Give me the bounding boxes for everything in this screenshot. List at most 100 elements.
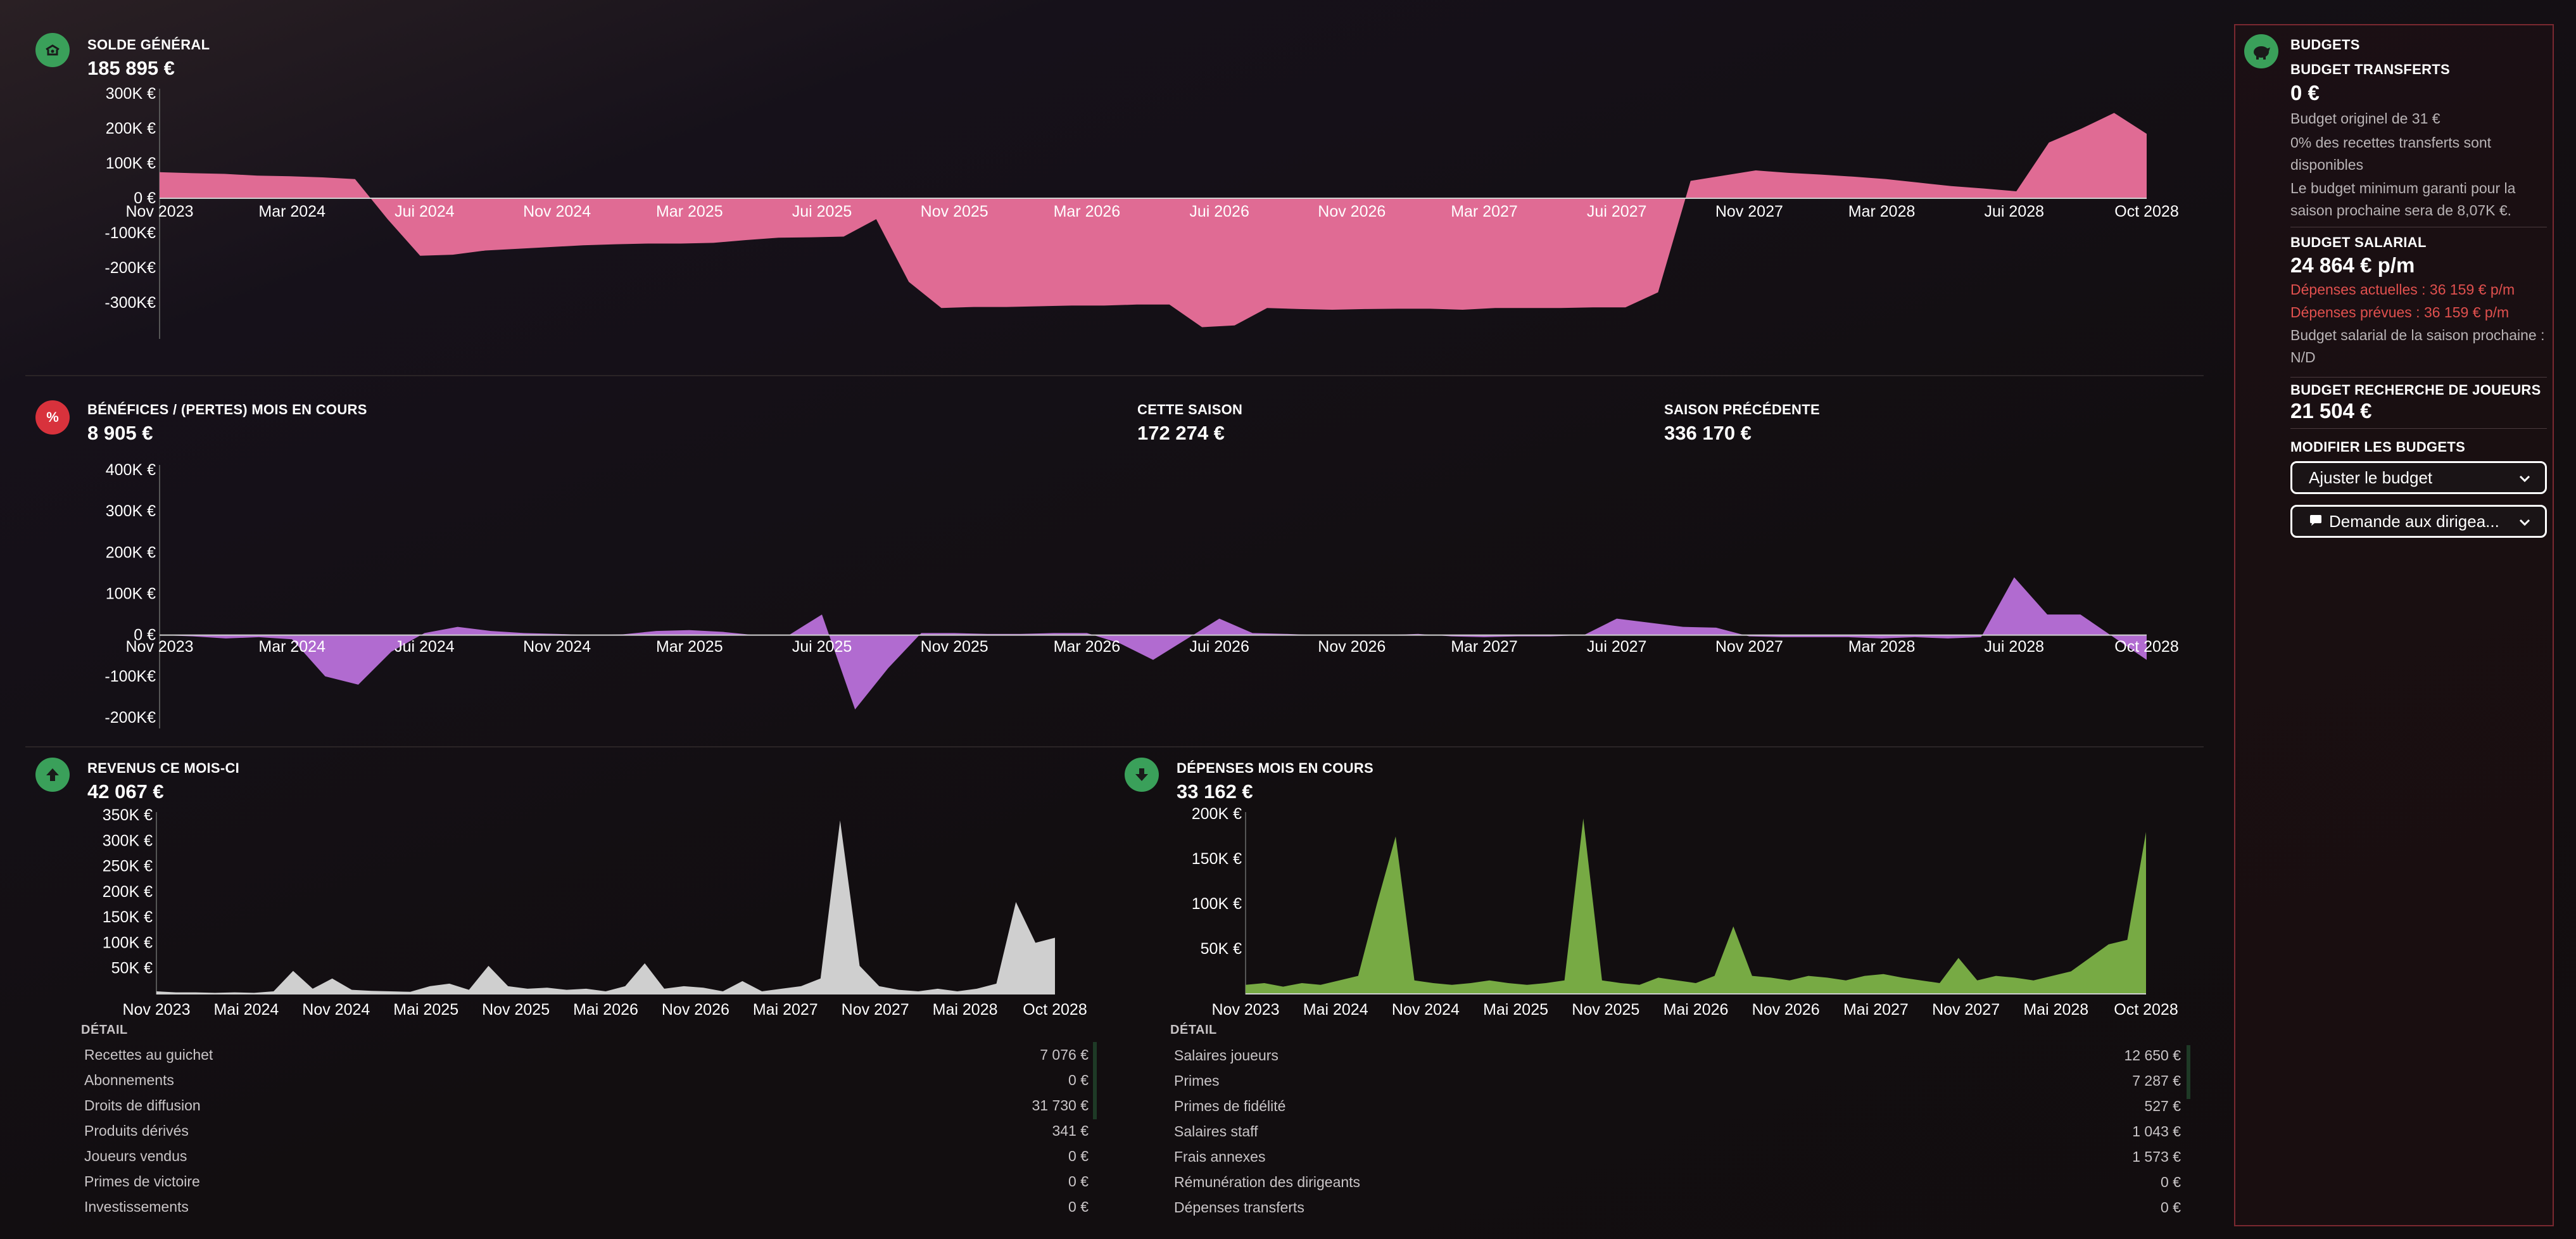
detail-row: Joueurs vendus 0 €	[84, 1143, 1089, 1169]
x-tick-label: Mar 2025	[656, 638, 723, 656]
chevron-down-icon	[2518, 468, 2531, 488]
x-tick-label: Mai 2028	[2023, 1001, 2088, 1019]
salary-budget-title: BUDGET SALARIAL	[2290, 234, 2427, 250]
arrow-up-icon	[35, 758, 70, 792]
y-tick-label: 100K €	[106, 155, 156, 172]
detail-value: 0 €	[2161, 1173, 2181, 1190]
salary-planned-expenses: Dépenses prévues : 36 159 € p/m	[2290, 304, 2510, 321]
x-tick-label: Jui 2025	[792, 203, 852, 220]
x-tick-label: Jui 2027	[1587, 203, 1647, 220]
x-tick-label: Mar 2028	[1848, 638, 1916, 656]
series-area	[160, 113, 2147, 327]
series-area	[156, 820, 1055, 994]
y-tick-label: 100K €	[1192, 895, 1242, 913]
budgets-title: BUDGETS	[2290, 37, 2360, 53]
x-tick-label: Mar 2025	[656, 203, 723, 220]
y-tick-label: -200K€	[104, 259, 156, 277]
x-tick-label: Jui 2024	[395, 203, 455, 220]
expenses-value: 33 162 €	[1177, 780, 1253, 803]
prev-season-label: SAISON PRÉCÉDENTE	[1664, 402, 1820, 417]
x-tick-label: Nov 2026	[1752, 1001, 1820, 1019]
prev-season-value: 336 170 €	[1664, 422, 1752, 444]
x-tick-label: Nov 2024	[523, 638, 591, 656]
request-board-dropdown[interactable]: Demande aux dirigea...	[2290, 505, 2547, 538]
detail-value: 7 287 €	[2132, 1072, 2181, 1089]
detail-value: 527 €	[2144, 1097, 2181, 1114]
detail-label: Recettes au guichet	[84, 1046, 213, 1063]
detail-row: Investissements 0 €	[84, 1194, 1089, 1219]
x-tick-label: Nov 2025	[921, 638, 988, 656]
x-tick-label: Nov 2025	[921, 203, 988, 220]
detail-label: Droits de diffusion	[84, 1096, 201, 1114]
season-label: CETTE SAISON	[1137, 402, 1243, 417]
x-tick-label: Jui 2026	[1189, 203, 1249, 220]
x-tick-label: Nov 2023	[125, 203, 193, 220]
section-divider	[25, 375, 2204, 376]
transfer-budget-original: Budget originel de 31 €	[2290, 110, 2440, 127]
detail-label: Investissements	[84, 1198, 189, 1215]
x-tick-label: Mar 2027	[1451, 638, 1518, 656]
x-tick-label: Mai 2027	[1843, 1001, 1909, 1019]
expenses-label: DÉPENSES MOIS EN COURS	[1177, 760, 1373, 776]
arrow-down-icon	[1125, 758, 1159, 792]
x-tick-label: Jui 2027	[1587, 638, 1647, 656]
x-tick-label: Nov 2026	[662, 1001, 729, 1019]
x-tick-label: Nov 2023	[125, 638, 193, 656]
detail-row: Primes de victoire 0 €	[84, 1169, 1089, 1194]
x-tick-label: Mai 2025	[393, 1001, 458, 1019]
y-tick-label: -200K€	[104, 709, 156, 727]
detail-row: Frais annexes 1 573 €	[1174, 1144, 2181, 1169]
y-tick-label: 300K €	[106, 502, 156, 520]
detail-value: 0 €	[1068, 1172, 1089, 1190]
sidebar-divider	[2290, 428, 2547, 429]
y-tick-label: 0 €	[134, 626, 156, 644]
x-tick-label: Nov 2025	[482, 1001, 550, 1019]
expenses-chart: 200K € 150K € 100K € 50K € Nov 2023 Mai 2024 N…	[1192, 805, 2178, 1019]
detail-row: Abonnements 0 €	[84, 1067, 1089, 1093]
detail-label: Salaires joueurs	[1174, 1046, 1279, 1064]
x-tick-label: Mai 2025	[1483, 1001, 1548, 1019]
detail-row: Salaires joueurs 12 650 €	[1174, 1043, 2181, 1068]
chat-bubble-icon	[2309, 512, 2323, 531]
x-tick-label: Nov 2027	[1932, 1001, 2000, 1019]
detail-label: Frais annexes	[1174, 1148, 1266, 1165]
x-tick-label: Nov 2023	[122, 1001, 190, 1019]
detail-label: Produits dérivés	[84, 1122, 189, 1139]
x-tick-label: Mai 2027	[753, 1001, 818, 1019]
detail-row: Primes de fidélité 527 €	[1174, 1093, 2181, 1119]
y-tick-label: 50K €	[1201, 940, 1242, 958]
x-tick-label: Mai 2026	[573, 1001, 638, 1019]
detail-label: Primes de fidélité	[1174, 1097, 1286, 1114]
x-tick-label: Mar 2026	[1054, 638, 1121, 656]
detail-value: 7 076 €	[1040, 1046, 1089, 1063]
income-chart: 350K € 300K € 250K € 200K € 150K € 100K € 50K …	[103, 806, 1087, 1019]
money-transfer-icon	[35, 33, 70, 67]
scouting-budget-value: 21 504 €	[2290, 399, 2372, 423]
x-tick-label: Nov 2026	[1318, 203, 1386, 220]
x-tick-label: Oct 2028	[2114, 638, 2178, 656]
y-tick-label: 400K €	[106, 461, 156, 479]
budgets-panel: BUDGETS BUDGET TRANSFERTS 0 € Budget ori…	[2234, 24, 2554, 1226]
x-tick-label: Nov 2023	[1211, 1001, 1279, 1019]
income-value: 42 067 €	[87, 780, 164, 803]
detail-row: Droits de diffusion 31 730 €	[84, 1093, 1089, 1118]
x-tick-label: Oct 2028	[2114, 1001, 2178, 1019]
income-label: REVENUS CE MOIS-CI	[87, 760, 240, 776]
series-area	[160, 577, 2147, 709]
salary-budget-value: 24 864 € p/m	[2290, 253, 2415, 277]
transfer-budget-value: 0 €	[2290, 81, 2320, 105]
detail-row: Recettes au guichet 7 076 €	[84, 1042, 1089, 1067]
balance-value: 185 895 €	[87, 57, 175, 79]
detail-value: 0 €	[1068, 1147, 1089, 1164]
x-tick-label: Nov 2027	[1715, 203, 1783, 220]
x-tick-label: Mai 2028	[933, 1001, 998, 1019]
y-tick-label: 250K €	[103, 858, 153, 875]
season-value: 172 274 €	[1137, 422, 1225, 444]
adjust-budget-dropdown[interactable]: Ajuster le budget	[2290, 461, 2547, 494]
x-tick-label: Mar 2026	[1054, 203, 1121, 220]
scouting-budget-title: BUDGET RECHERCHE DE JOUEURS	[2290, 382, 2541, 398]
transfer-budget-minimum: Le budget minimum garanti pour la saison…	[2290, 180, 2516, 219]
section-divider	[25, 746, 2204, 747]
x-tick-label: Mar 2024	[258, 203, 325, 220]
balance-chart: 300K € 200K € 100K € 0 € -100K€ -200K€ -300K€ N…	[104, 85, 2179, 339]
